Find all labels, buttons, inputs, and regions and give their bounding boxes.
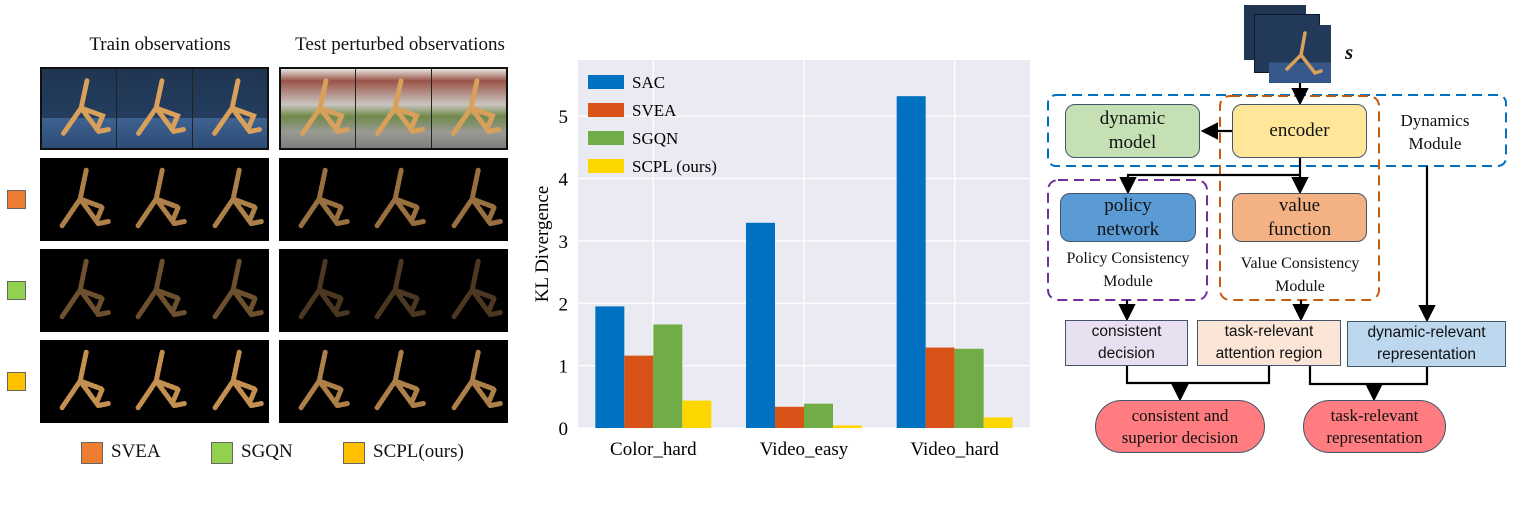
- legend-swatch: [588, 131, 624, 145]
- policy-module-label: Policy Consistency Module: [1066, 250, 1190, 290]
- state-label: s: [1345, 40, 1354, 64]
- mask-frame: [279, 158, 355, 241]
- dynamic-representation-node: dynamic-relevant representation: [1347, 321, 1506, 367]
- y-tick-label: 2: [559, 294, 569, 315]
- consistent-decision-node: consistent decision: [1065, 320, 1188, 366]
- legend-label-sgqn: SGQN: [241, 441, 293, 462]
- y-tick-label: 0: [559, 419, 569, 440]
- legend-label: SCPL (ours): [632, 157, 717, 176]
- bar-sgqn-color_hard: [653, 324, 683, 428]
- mask-frame: [193, 158, 269, 241]
- test-observation-images: [279, 67, 508, 150]
- legend-swatch-svea: [81, 442, 103, 464]
- observation-frame: [42, 69, 118, 148]
- observation-frame: [281, 69, 357, 148]
- y-tick-label: 1: [559, 357, 569, 378]
- svea-test-attention-mask: [279, 158, 508, 241]
- legend-swatch-sgqn: [211, 442, 233, 464]
- observation-frame: [192, 69, 267, 148]
- encoder-node: encoder: [1232, 104, 1367, 158]
- mask-frame: [432, 340, 508, 423]
- value-function-node: value function: [1232, 193, 1367, 242]
- sgqn-row-marker: [7, 281, 26, 300]
- legend-label: SAC: [632, 73, 665, 92]
- mask-frame: [40, 340, 116, 423]
- legend-label: SGQN: [632, 129, 678, 148]
- legend-label-svea: SVEA: [111, 441, 161, 462]
- arrow-to-superior-decision: [1125, 366, 1271, 397]
- mask-frame: [432, 158, 508, 241]
- mask-frame: [279, 340, 355, 423]
- y-tick-label: 3: [559, 232, 569, 253]
- mask-frame: [193, 249, 269, 332]
- bar-scpl-color_hard: [682, 400, 712, 428]
- sgqn-test-attention-mask: [279, 249, 508, 332]
- policy-network-node: policy network: [1060, 193, 1196, 242]
- scpl-row-marker: [7, 372, 26, 391]
- bar-scpl-video_easy: [833, 425, 862, 428]
- x-tick-label: Color_hard: [610, 439, 697, 460]
- bar-sac-video_easy: [746, 222, 775, 428]
- observation-frame: [356, 69, 432, 148]
- bar-sac-video_hard: [896, 96, 926, 428]
- bar-svea-video_easy: [775, 406, 804, 428]
- value-module-label: Value Consistency Module: [1240, 255, 1360, 295]
- mask-frame: [432, 249, 508, 332]
- x-tick-label: Video_hard: [910, 439, 999, 460]
- dynamics-module-label: Dynamics Module: [1400, 111, 1470, 153]
- train-observation-images: [40, 67, 269, 150]
- legend-label-scpl: SCPL(ours): [373, 441, 464, 462]
- bar-scpl-video_hard: [983, 417, 1013, 428]
- observation-frame: [117, 69, 193, 148]
- scpl-test-attention-mask: [279, 340, 508, 423]
- bar-sgqn-video_hard: [954, 348, 984, 428]
- mask-frame: [116, 249, 192, 332]
- x-tick-label: Video_easy: [760, 439, 849, 460]
- mask-frame: [116, 340, 192, 423]
- arrow-to-task-representation: [1308, 366, 1429, 397]
- legend-swatch: [588, 159, 624, 173]
- mask-frame: [355, 158, 431, 241]
- bar-sgqn-video_easy: [804, 403, 833, 428]
- attention-region-node: task-relevant attention region: [1197, 320, 1341, 366]
- svea-train-attention-mask: [40, 158, 269, 241]
- bar-sac-color_hard: [595, 306, 625, 428]
- dynamics-module-border: [1047, 94, 1507, 167]
- y-tick-label: 5: [559, 107, 569, 128]
- bar-svea-color_hard: [624, 355, 654, 428]
- svea-row-marker: [7, 190, 26, 209]
- legend-label: SVEA: [632, 101, 677, 120]
- mask-frame: [116, 158, 192, 241]
- state-frame: [1269, 25, 1331, 83]
- mask-frame: [40, 249, 116, 332]
- sgqn-train-attention-mask: [40, 249, 269, 332]
- mask-frame: [355, 249, 431, 332]
- mask-frame: [355, 340, 431, 423]
- legend-swatch: [588, 103, 624, 117]
- train-observations-title: Train observations: [89, 34, 231, 55]
- mask-frame: [40, 158, 116, 241]
- y-axis-label: KL Divergence: [532, 186, 553, 303]
- superior-decision-node: consistent and superior decision: [1095, 400, 1265, 453]
- legend-swatch: [588, 75, 624, 89]
- scpl-train-attention-mask: [40, 340, 269, 423]
- mask-frame: [193, 340, 269, 423]
- mask-frame: [279, 249, 355, 332]
- legend-swatch-scpl: [343, 442, 365, 464]
- y-tick-label: 4: [559, 170, 569, 191]
- test-observations-title: Test perturbed observations: [295, 34, 505, 55]
- arrow-encoder-to-policy: [1119, 173, 1300, 195]
- observation-frame: [431, 69, 506, 148]
- bar-svea-video_hard: [925, 347, 955, 428]
- task-representation-node: task-relevant representation: [1303, 400, 1446, 453]
- dynamic-model-node: dynamic model: [1065, 104, 1200, 158]
